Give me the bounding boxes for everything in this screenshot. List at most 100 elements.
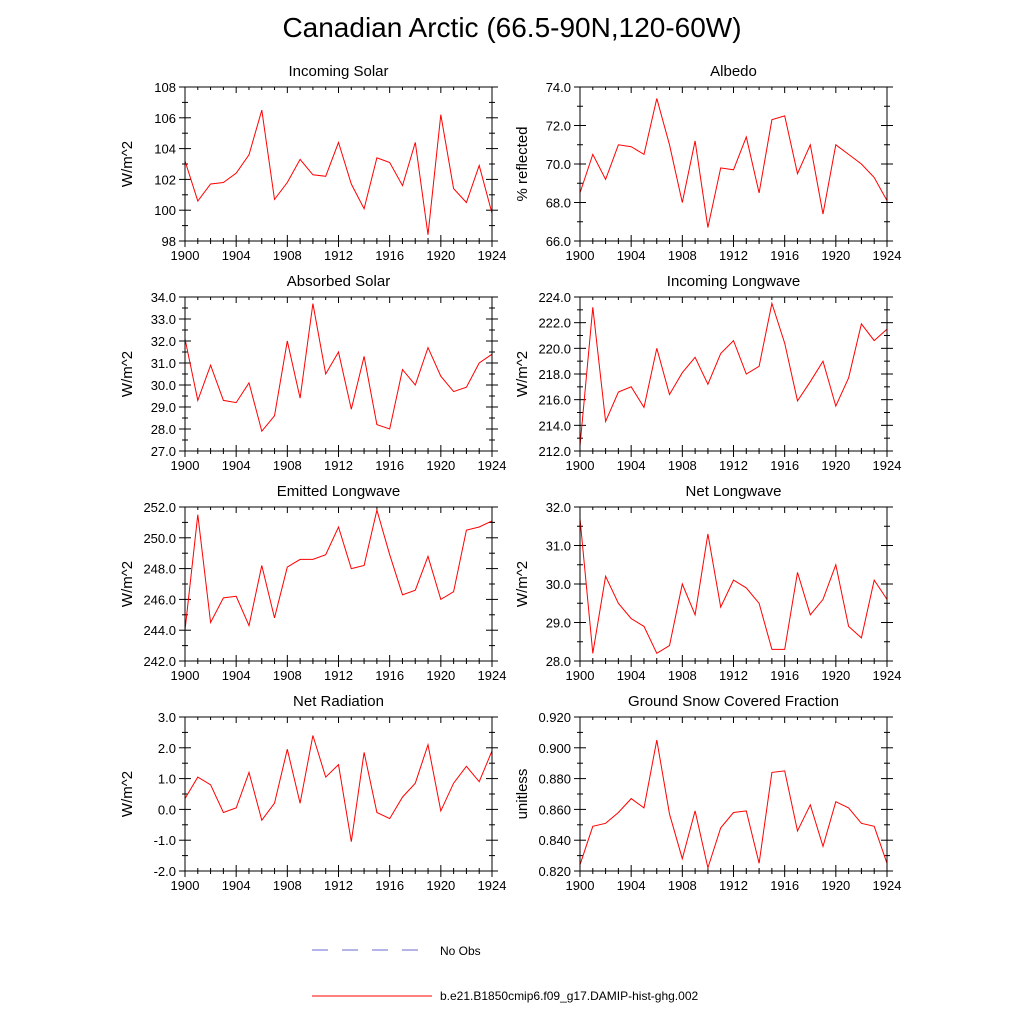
y-tick-label: 0.820 [538, 864, 571, 879]
y-tick-label: 246.0 [143, 592, 176, 607]
y-tick-label: 33.0 [151, 312, 176, 327]
panel-emitted-longwave: Emitted Longwave W/m^2 1900 1904 1908 1912 191… [119, 483, 506, 683]
x-tick-label: 1908 [273, 668, 302, 683]
x-tick-label: 1924 [478, 668, 507, 683]
x-tick-label: 1912 [719, 668, 748, 683]
panel-ground-snow-covered-fraction: Ground Snow Covered Fraction unitless 1900… [514, 693, 901, 893]
y-tick-label: 0.920 [538, 710, 571, 725]
y-tick-label: 214.0 [538, 418, 571, 433]
x-tick-label: 1900 [566, 668, 595, 683]
plot-frame [579, 296, 888, 452]
x-tick-label: 1920 [426, 668, 455, 683]
y-tick-label: 98 [162, 234, 176, 249]
y-tick-label: 216.0 [538, 393, 571, 408]
y-tick-label: 108 [154, 80, 176, 95]
plot-frame [184, 716, 493, 872]
x-tick-label: 1920 [821, 668, 850, 683]
y-tick-label: 0.840 [538, 833, 571, 848]
panel-title: Absorbed Solar [287, 273, 390, 290]
series-line [184, 109, 493, 235]
plot-frame [579, 716, 888, 872]
x-tick-label: 1924 [873, 458, 902, 473]
x-tick-label: 1908 [273, 458, 302, 473]
x-tick-label: 1908 [668, 248, 697, 263]
y-tick-label: 0.0 [158, 802, 176, 817]
x-tick-label: 1916 [770, 458, 799, 473]
y-tick-label: 29.0 [546, 616, 571, 631]
y-tick-label: 34.0 [151, 290, 176, 305]
x-tick-label: 1912 [324, 248, 353, 263]
y-tick-label: 30.0 [546, 577, 571, 592]
x-tick-label: 1920 [426, 248, 455, 263]
series-line [579, 301, 888, 446]
y-tick-label: 32.0 [546, 500, 571, 515]
y-axis-label: W/m^2 [119, 141, 136, 187]
panel-incoming-solar: Incoming Solar W/m^2 1900 1904 1908 1912 1916 1… [119, 63, 506, 263]
x-tick-label: 1916 [375, 458, 404, 473]
series-line [579, 740, 888, 870]
x-tick-label: 1924 [478, 248, 507, 263]
x-tick-label: 1900 [566, 458, 595, 473]
y-tick-label: 72.0 [546, 119, 571, 134]
x-tick-label: 1912 [324, 878, 353, 893]
panel-albedo: Albedo % reflected 1900 1904 1908 1912 1916 192… [514, 63, 901, 263]
y-tick-label: 222.0 [538, 316, 571, 331]
panels-group: Incoming Solar W/m^2 1900 1904 1908 1912 1916 1… [119, 63, 901, 893]
plot-frame [184, 86, 493, 242]
y-tick-label: 27.0 [151, 444, 176, 459]
x-tick-label: 1908 [668, 878, 697, 893]
y-tick-label: 104 [154, 142, 176, 157]
y-tick-label: 250.0 [143, 531, 176, 546]
x-tick-label: 1916 [375, 668, 404, 683]
legend-model-label: b.e21.B1850cmip6.f09_g17.DAMIP-hist-ghg.… [440, 989, 698, 1003]
x-tick-label: 1912 [719, 458, 748, 473]
x-tick-label: 1900 [566, 248, 595, 263]
y-tick-label: 74.0 [546, 80, 571, 95]
y-tick-label: 0.900 [538, 741, 571, 756]
x-tick-label: 1908 [668, 458, 697, 473]
y-tick-label: 0.880 [538, 772, 571, 787]
x-tick-label: 1916 [770, 668, 799, 683]
x-tick-label: 1912 [324, 458, 353, 473]
y-tick-label: 32.0 [151, 334, 176, 349]
series-line [184, 735, 493, 842]
x-tick-label: 1924 [873, 878, 902, 893]
panel-absorbed-solar: Absorbed Solar W/m^2 1900 1904 1908 1912 1916 1… [119, 273, 506, 473]
series-line [579, 98, 888, 228]
y-tick-label: 100 [154, 203, 176, 218]
x-tick-label: 1904 [617, 668, 646, 683]
y-tick-label: 68.0 [546, 196, 571, 211]
plot-frame [579, 506, 888, 662]
y-tick-label: 248.0 [143, 562, 176, 577]
x-tick-label: 1916 [375, 248, 404, 263]
x-tick-label: 1920 [821, 878, 850, 893]
x-tick-label: 1904 [617, 878, 646, 893]
x-tick-label: 1904 [222, 248, 251, 263]
series-line [184, 303, 493, 433]
panel-net-radiation: Net Radiation W/m^2 1900 1904 1908 1912 1916 19… [119, 693, 506, 893]
x-tick-label: 1900 [171, 878, 200, 893]
x-tick-label: 1912 [324, 668, 353, 683]
plot-frame [184, 506, 493, 662]
x-tick-label: 1900 [566, 878, 595, 893]
panel-title: Net Radiation [293, 693, 384, 710]
x-tick-label: 1904 [222, 458, 251, 473]
y-axis-label: W/m^2 [119, 771, 136, 817]
panel-title: Incoming Longwave [667, 273, 800, 290]
y-tick-label: 66.0 [546, 234, 571, 249]
x-tick-label: 1920 [821, 248, 850, 263]
legend: No Obs b.e21.B1850cmip6.f09_g17.DAMIP-hi… [312, 944, 698, 1003]
plot-frame [184, 296, 493, 452]
x-tick-label: 1920 [426, 458, 455, 473]
y-tick-label: 102 [154, 172, 176, 187]
y-axis-label: W/m^2 [119, 561, 136, 607]
x-tick-label: 1924 [873, 248, 902, 263]
y-tick-label: 70.0 [546, 157, 571, 172]
panel-title: Albedo [710, 63, 757, 80]
x-tick-label: 1916 [375, 878, 404, 893]
x-tick-label: 1924 [478, 878, 507, 893]
y-tick-label: 252.0 [143, 500, 176, 515]
x-tick-label: 1912 [719, 878, 748, 893]
series-line [579, 518, 888, 655]
